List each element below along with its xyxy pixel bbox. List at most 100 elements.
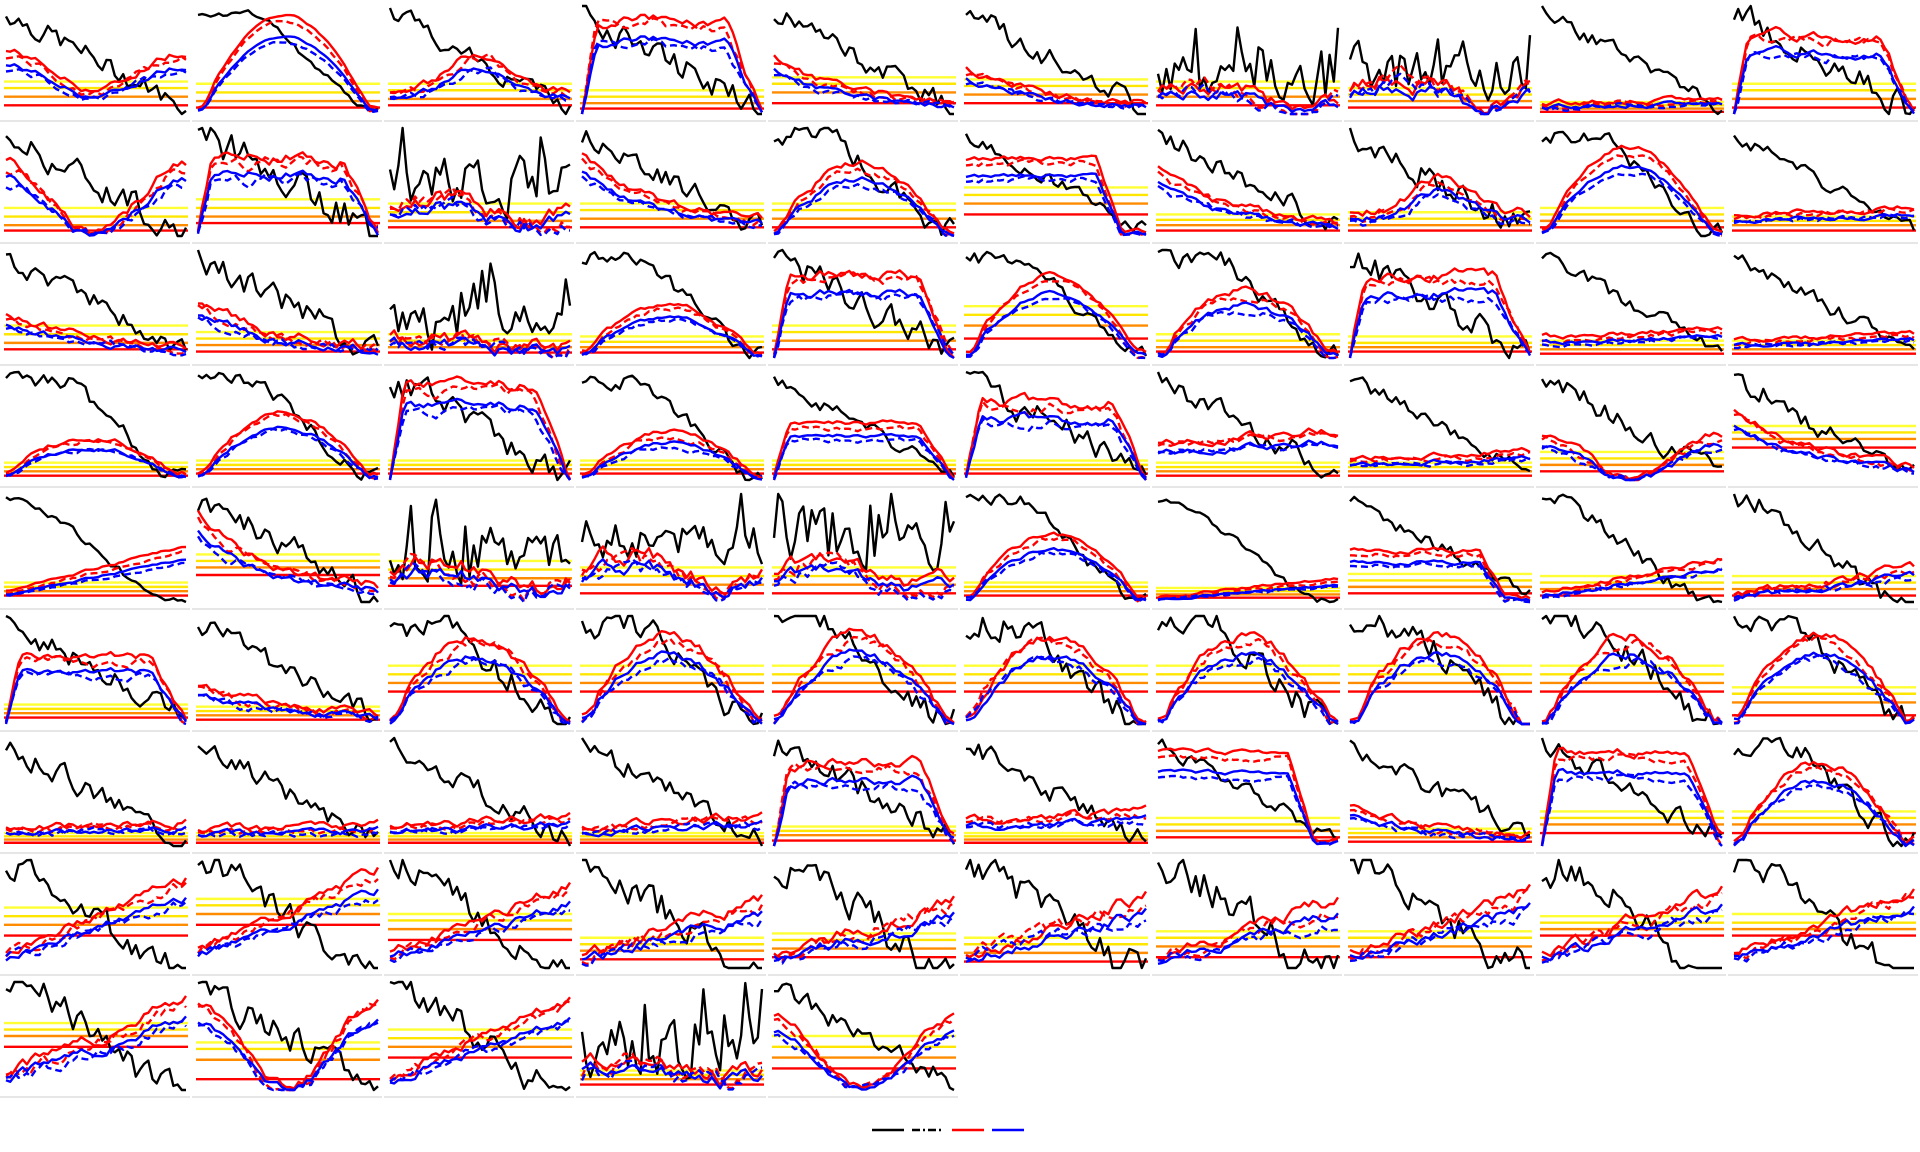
series-black (1348, 35, 1532, 102)
series-black (197, 371, 379, 481)
series-red-dashed (197, 19, 379, 113)
series-red (773, 159, 955, 235)
series-red (1540, 746, 1723, 845)
series-blue-dashed (1349, 561, 1531, 604)
series-red (197, 410, 379, 477)
series-blue (773, 67, 955, 109)
series-blue (5, 825, 187, 836)
panel-77 (1152, 858, 1342, 976)
panel-50 (1728, 493, 1918, 610)
series-black (196, 621, 379, 723)
series-red (772, 419, 955, 479)
series-blue (1349, 651, 1530, 726)
series-blue-dashed (197, 427, 379, 481)
panel-15 (768, 126, 958, 244)
series-black (1349, 739, 1531, 837)
series-black (5, 370, 187, 479)
series-blue-dashed (1733, 338, 1915, 350)
series-blue-dashed (773, 561, 955, 602)
panel-68 (1344, 739, 1534, 854)
series-blue (1350, 454, 1531, 467)
series-red-dashed (1541, 891, 1723, 962)
panel-10 (1728, 4, 1918, 122)
series-black (1540, 378, 1723, 468)
series-blue (388, 397, 571, 481)
series-blue-dashed (1733, 909, 1915, 963)
series-blue-dashed (1157, 82, 1339, 116)
series-blue (1157, 301, 1339, 359)
series-red (1541, 94, 1723, 107)
series-red (964, 391, 1148, 481)
series-black (1541, 614, 1723, 726)
series-black (389, 736, 572, 847)
series-black (772, 492, 956, 572)
series-red-dashed (1349, 450, 1531, 464)
series-blue (1157, 180, 1339, 230)
series-blue (197, 35, 379, 112)
series-blue-dashed (1541, 172, 1723, 238)
series-red-dashed (5, 1000, 187, 1076)
series-black (1540, 5, 1723, 116)
series-blue-dashed (197, 41, 379, 114)
series-red (1541, 557, 1723, 594)
series-blue (389, 1016, 571, 1085)
series-red-dashed (1157, 754, 1339, 846)
series-blue-dashed (1540, 773, 1723, 847)
panel-56 (960, 616, 1150, 732)
series-red (1157, 165, 1339, 226)
series-blue-dashed (1732, 51, 1915, 115)
series-red-dashed (5, 55, 187, 97)
series-blue (389, 655, 571, 726)
series-blue-dashed (965, 655, 1147, 726)
series-blue-dashed (5, 901, 187, 957)
series-blue (197, 1018, 379, 1092)
series-blue-dashed (5, 183, 187, 236)
series-blue-dashed (1349, 657, 1530, 726)
series-blue-dashed (772, 436, 955, 481)
small-multiples-chart (0, 4, 1918, 1098)
series-blue (580, 35, 764, 115)
series-black (965, 250, 1148, 357)
panel-45 (768, 492, 958, 610)
series-red (581, 152, 763, 219)
series-blue (581, 1061, 763, 1090)
panel-35 (768, 376, 958, 488)
series-blue-dashed (1733, 654, 1915, 725)
series-blue (581, 440, 763, 481)
series-black (1156, 858, 1340, 970)
series-red-dashed (773, 901, 955, 963)
series-blue-dashed (581, 918, 764, 967)
series-blue (1541, 652, 1723, 726)
panel-23 (384, 262, 574, 366)
series-blue (772, 432, 955, 481)
series-red-dashed (389, 331, 572, 360)
series-red (1541, 144, 1723, 233)
panel-5 (768, 12, 958, 122)
legend (872, 1128, 1024, 1132)
series-blue-dashed (1541, 567, 1723, 600)
series-black (197, 126, 378, 238)
panel-40 (1728, 373, 1918, 488)
series-blue-dashed (1157, 924, 1338, 963)
series-black (197, 9, 379, 113)
series-red (389, 53, 571, 95)
series-red (1157, 896, 1340, 962)
panel-69 (1536, 737, 1726, 854)
series-black (1733, 373, 1915, 472)
panel-64 (576, 737, 766, 854)
panel-8 (1344, 35, 1534, 122)
series-red (389, 189, 571, 230)
series-red-dashed (964, 400, 1147, 479)
series-blue-dashed (1541, 101, 1723, 113)
series-red (581, 302, 763, 356)
series-red (1732, 25, 1916, 115)
series-black (197, 745, 379, 839)
panel-28 (1344, 252, 1534, 366)
panel-84 (576, 981, 766, 1098)
series-blue (1733, 905, 1915, 961)
series-blue (965, 814, 1147, 832)
series-black (1350, 858, 1530, 970)
series-red (965, 635, 1147, 725)
panel-39 (1536, 378, 1726, 488)
series-blue (196, 169, 380, 236)
